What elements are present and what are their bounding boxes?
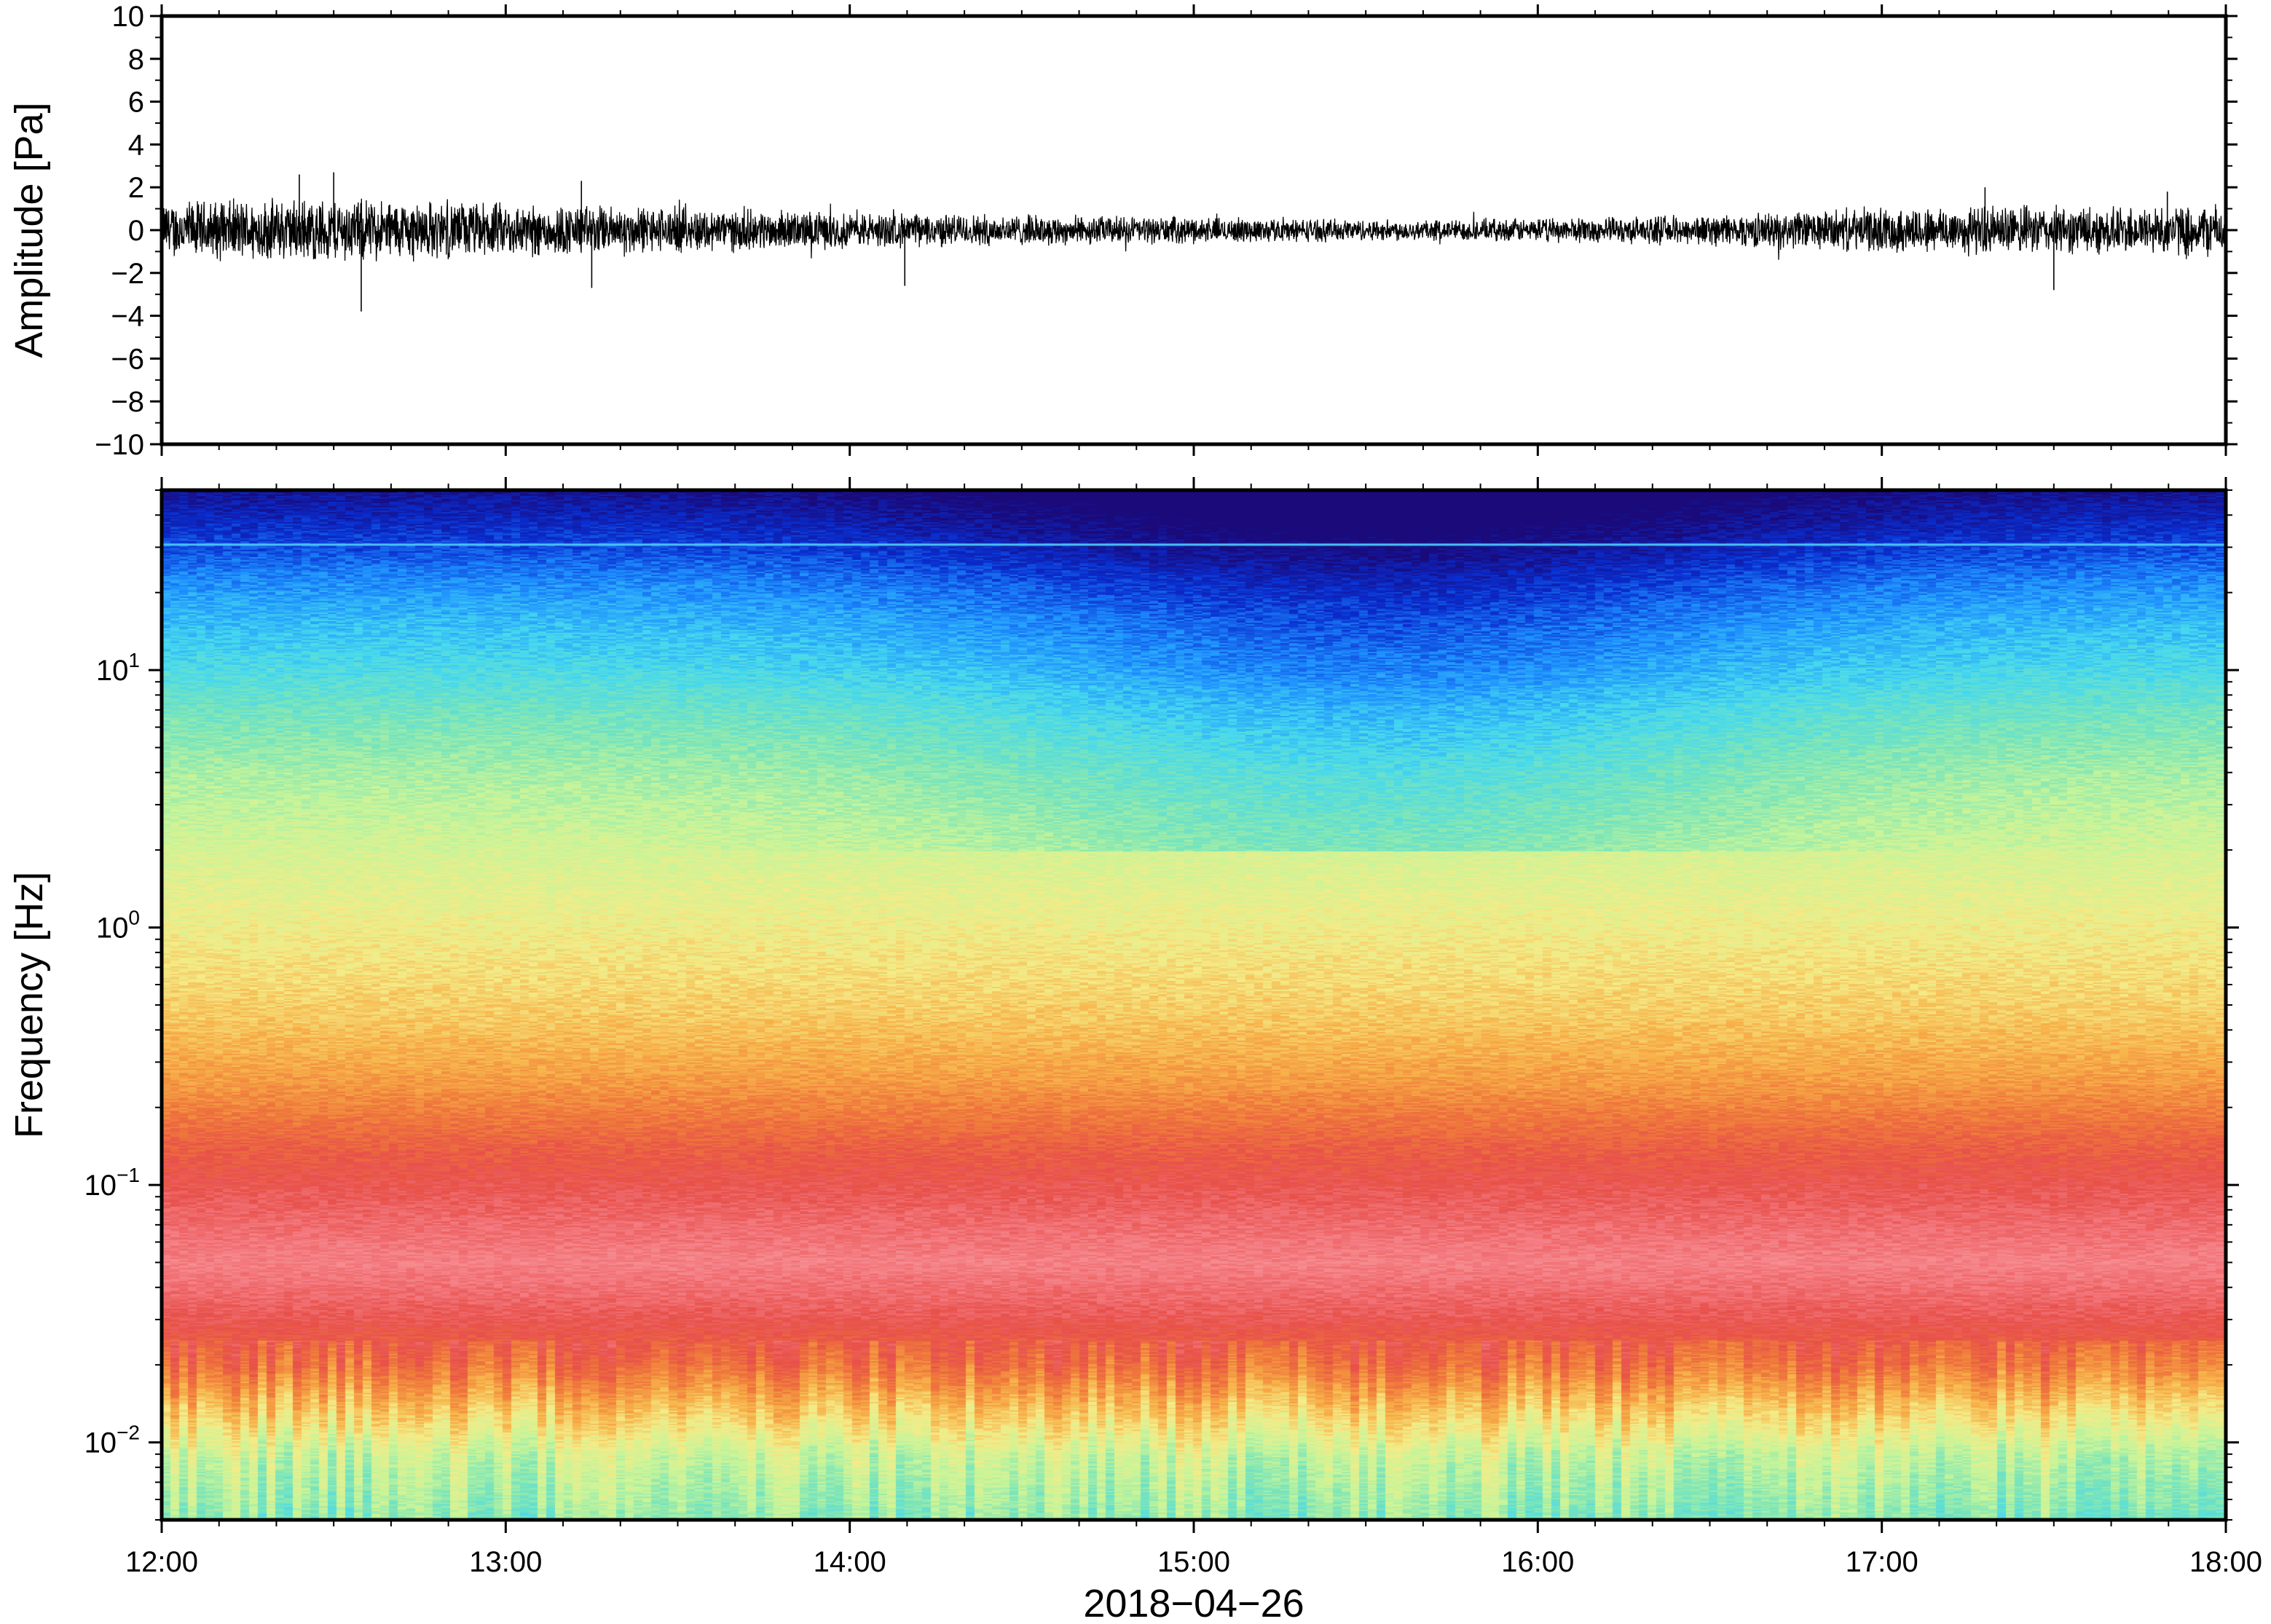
time-tick-label: 14:00 <box>814 1546 886 1578</box>
waveform-y-tick-label: −2 <box>111 258 144 290</box>
waveform-y-tick-label: 2 <box>128 172 144 204</box>
spectrogram-panel: 101 100 10−1 10−2 12:00 13:00 14:00 15:00 16:00… <box>7 477 2262 1624</box>
waveform-y-tick-label: −8 <box>111 386 144 418</box>
waveform-y-tick-label: 4 <box>128 129 144 161</box>
waveform-y-tick-label: −4 <box>111 301 144 333</box>
waveform-y-tick-label: 10 <box>112 1 145 33</box>
time-tick-label: 18:00 <box>2189 1546 2262 1578</box>
waveform-y-tick-labels: 10 8 6 4 2 0 −2 −4 −6 −8 −10 <box>95 1 144 461</box>
waveform-ticks <box>150 4 2237 456</box>
waveform-y-tick-label: 8 <box>128 44 144 76</box>
spectrogram-y-tick-labels: 101 100 10−1 10−2 <box>84 649 140 1459</box>
spectrogram-x-tick-labels: 12:00 13:00 14:00 15:00 16:00 17:00 18:00 <box>125 1546 2262 1578</box>
spectrogram-y-axis-label: Frequency [Hz] <box>7 872 51 1138</box>
waveform-y-tick-label: −6 <box>111 343 144 375</box>
spectrogram-canvas <box>162 490 2226 1520</box>
time-tick-label: 13:00 <box>469 1546 542 1578</box>
frequency-tick-label: 100 <box>96 907 140 945</box>
frequency-tick-label: 10−2 <box>84 1422 140 1459</box>
waveform-panel: 10 8 6 4 2 0 −2 −4 −6 −8 −10 Amplitude [Pa] <box>7 1 2237 461</box>
waveform-y-tick-label: 0 <box>128 215 144 247</box>
time-tick-label: 16:00 <box>1501 1546 1574 1578</box>
spectrogram-image <box>162 490 2226 1520</box>
date-axis-label: 2018−04−26 <box>1083 1582 1304 1624</box>
waveform-line <box>162 197 2226 262</box>
time-tick-label: 12:00 <box>125 1546 198 1578</box>
frequency-tick-label: 10−1 <box>84 1164 140 1202</box>
time-tick-label: 17:00 <box>1846 1546 1918 1578</box>
waveform-y-tick-label: −10 <box>95 429 144 461</box>
waveform-y-tick-label: 6 <box>128 87 144 119</box>
frequency-tick-label: 101 <box>96 649 140 687</box>
waveform-y-axis-label: Amplitude [Pa] <box>7 102 51 358</box>
spectrogram-ticks <box>149 477 2239 1533</box>
time-tick-label: 15:00 <box>1157 1546 1230 1578</box>
waveform-trace <box>162 172 2226 312</box>
